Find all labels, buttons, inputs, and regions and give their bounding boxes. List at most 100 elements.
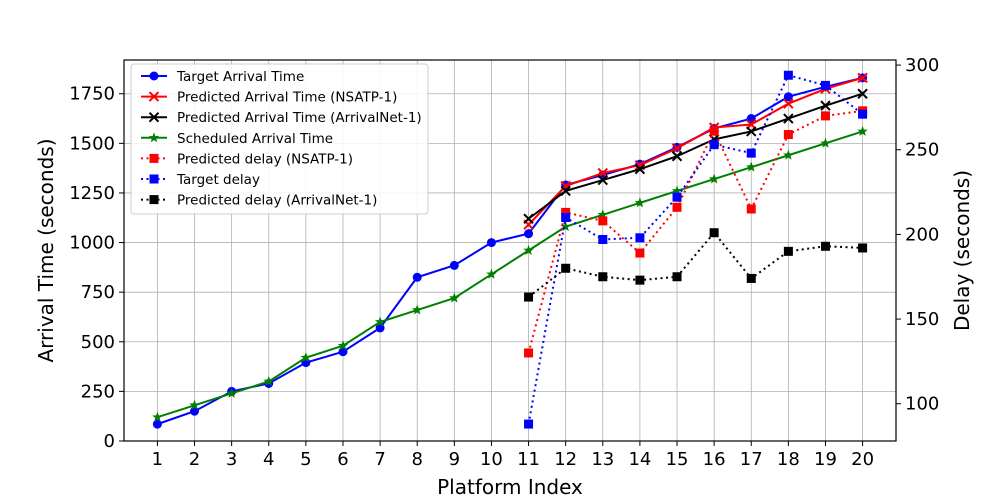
y-right-tick-label: 250 [905,140,939,161]
data-point [746,161,757,172]
data-point [746,126,757,137]
x-tick-label: 6 [337,449,348,470]
y-left-tick-label: 1750 [69,84,115,105]
data-point [263,375,274,386]
legend-entry: Predicted Arrival Time (NSATP-1) [177,90,397,106]
series-line [527,92,863,220]
data-point [635,275,645,285]
data-point [634,163,646,175]
data-point [524,419,534,429]
series-5 [524,70,868,429]
x-tick-label: 16 [703,449,726,470]
data-point [635,233,645,243]
y-left-tick-label: 0 [104,431,115,452]
x-tick-label: 18 [777,449,800,470]
data-point [820,241,830,251]
data-point [783,130,793,140]
data-point [449,292,460,303]
data-point [560,221,571,232]
legend: Target Arrival Time Predicted Arrival Tim… [130,63,429,215]
series-layer [152,70,868,429]
y-left-tick-label: 1250 [69,183,115,204]
data-point [561,212,571,222]
legend-box [130,63,429,215]
data-point [820,80,830,90]
data-point [820,100,831,111]
legend-marker [149,71,159,81]
data-point [523,213,534,224]
data-point [226,387,237,398]
data-point [709,228,719,238]
y-right-tick-label: 150 [905,309,939,330]
axes: 1 2 3 4 5 6 7 8 9 10 11 12 13 14 15 16 17 18 19 20025050075… [69,55,939,470]
data-point [337,340,349,351]
data-point [374,316,386,327]
data-point [783,149,794,160]
legend-marker [149,174,159,184]
data-point [598,234,608,244]
data-point [746,204,756,214]
series-3 [152,125,868,422]
data-point [561,207,571,217]
data-point [598,272,608,282]
x-tick-label: 4 [263,449,274,470]
y-right-tick-label: 200 [905,224,939,245]
series-line [527,74,864,425]
data-point [597,174,608,186]
data-point [671,143,683,154]
data-point [560,185,571,197]
data-point [635,248,645,258]
data-point [561,263,571,273]
data-point [708,173,720,184]
data-point [783,92,793,102]
data-point [449,260,459,270]
y-left-tick-label: 1000 [69,233,115,254]
data-point [338,347,348,357]
legend-marker [148,111,160,123]
data-point [857,72,868,84]
legend-marker [149,153,159,163]
y-right-tick-label: 100 [905,394,939,415]
series-line [157,76,863,426]
data-point [672,192,682,202]
y-right-tick-label: 300 [905,55,939,76]
data-point [820,111,830,121]
data-point [597,209,609,220]
data-point [524,229,534,239]
data-point [634,197,646,208]
data-point [524,348,534,358]
plot-frame [123,59,897,442]
data-point [783,246,793,256]
series-6 [524,228,868,302]
data-point [858,243,868,253]
data-point [486,238,496,248]
data-point [746,273,756,283]
data-point [524,292,534,302]
x-axis-label: Platform Index [437,475,583,498]
series-line [527,231,863,298]
data-point [411,304,423,315]
x-tick-label: 9 [449,449,460,470]
data-point [152,419,162,429]
data-point [783,70,793,80]
x-tick-label: 15 [666,449,689,470]
y-axis-left-label: Arrival Time (seconds) [34,139,58,363]
y-left-tick-label: 1500 [69,133,115,154]
y-left-tick-label: 500 [81,332,115,353]
data-point [672,202,682,212]
data-point [857,88,868,99]
data-point [783,113,794,124]
data-point [189,399,200,410]
x-tick-label: 20 [851,449,874,470]
legend-marker [148,132,160,143]
x-tick-label: 10 [480,449,503,470]
x-tick-label: 12 [554,449,577,470]
legend-entry: Target delay [176,172,260,188]
legend-marker [149,195,159,205]
x-tick-label: 1 [152,449,163,470]
data-point [672,272,682,282]
legend-entry: Predicted delay (ArrivalNet-1) [177,193,377,209]
legend-marker [148,91,160,102]
data-point [783,98,794,109]
